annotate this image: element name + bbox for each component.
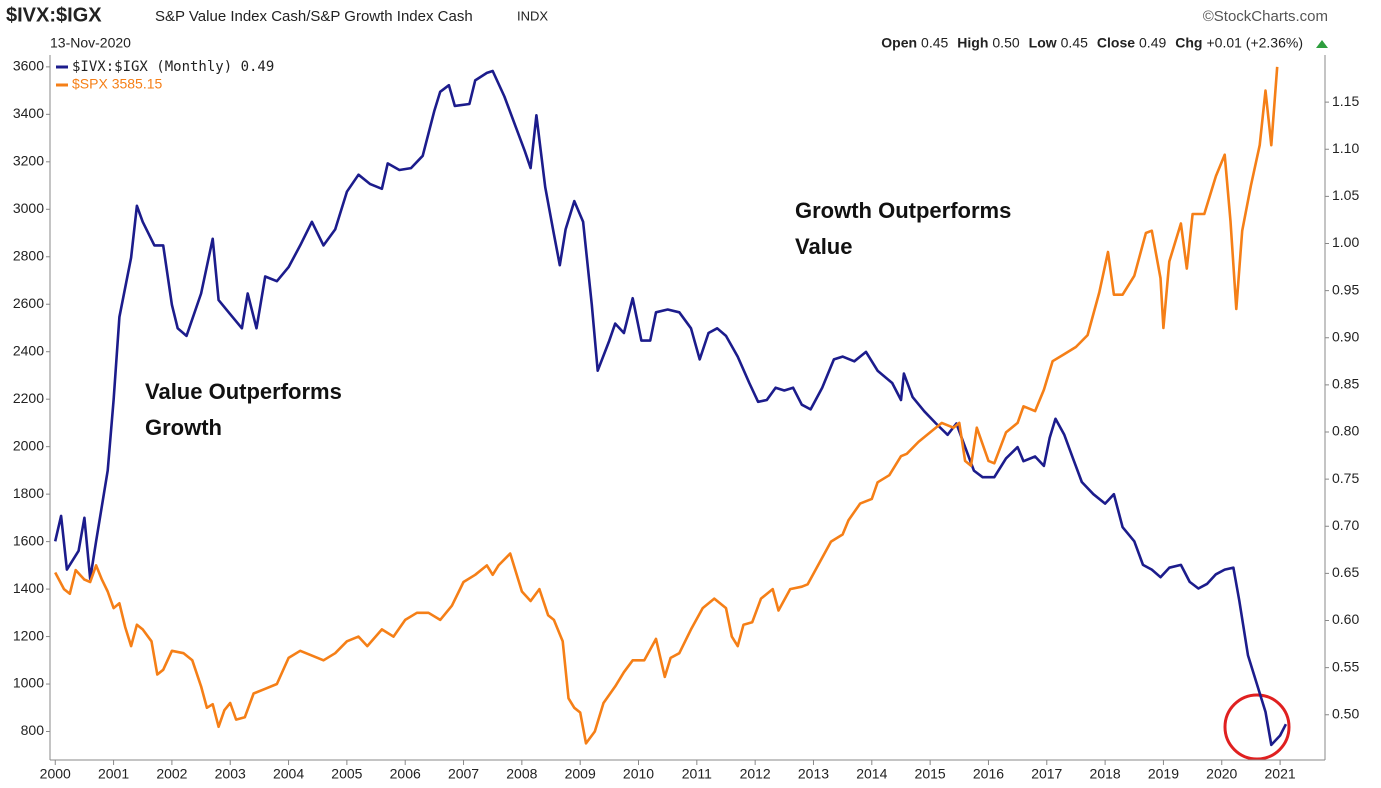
quote-label: Open (881, 35, 917, 51)
y2-tick-label: 1.00 (1332, 234, 1359, 250)
chart-subtitle: S&P Value Index Cash/S&P Growth Index Ca… (155, 8, 473, 25)
y-tick-label: 1200 (13, 627, 44, 643)
y2-tick-label: 0.60 (1332, 611, 1359, 627)
legend-label: $SPX 3585.15 (72, 76, 163, 92)
y-tick-label: 2000 (13, 437, 44, 453)
x-tick-label: 2000 (40, 766, 71, 782)
up-arrow (1316, 40, 1328, 48)
highlight-circle (1223, 693, 1291, 761)
quote-value: 0.45 (1061, 35, 1088, 51)
y-tick-label: 1600 (13, 532, 44, 548)
x-tick-label: 2012 (740, 766, 771, 782)
y-tick-label: 1000 (13, 675, 44, 691)
legend-label: $IVX:$IGX (Monthly) 0.49 (72, 59, 274, 75)
annotation: Growth (145, 415, 222, 440)
exchange: INDX (517, 8, 548, 23)
y2-tick-label: 0.65 (1332, 564, 1359, 580)
quote-label: Low (1029, 35, 1057, 51)
y-tick-label: 800 (21, 722, 45, 738)
x-tick-label: 2005 (331, 766, 362, 782)
quote-label: High (957, 35, 988, 51)
y2-tick-label: 1.05 (1332, 187, 1359, 203)
quote-bar: Open 0.45 High 0.50 Low 0.45 Close 0.49 Chg +0.01… (881, 35, 1303, 51)
y2-tick-label: 0.90 (1332, 328, 1359, 344)
y-tick-label: 1800 (13, 485, 44, 501)
y-tick-label: 2200 (13, 390, 44, 406)
y2-tick-label: 1.15 (1332, 93, 1359, 109)
x-tick-label: 2007 (448, 766, 479, 782)
x-tick-label: 2015 (915, 766, 946, 782)
y-tick-label: 3600 (13, 58, 44, 74)
y-tick-label: 3400 (13, 105, 44, 121)
y-tick-label: 1400 (13, 580, 44, 596)
x-tick-label: 2001 (98, 766, 129, 782)
y2-tick-label: 0.95 (1332, 281, 1359, 297)
y2-tick-label: 0.70 (1332, 517, 1359, 533)
series-line (54, 66, 1279, 745)
quote-value: 0.49 (1139, 35, 1166, 51)
x-tick-label: 2010 (623, 766, 654, 782)
x-tick-label: 2002 (156, 766, 187, 782)
x-tick-label: 2019 (1148, 766, 1179, 782)
date: 13-Nov-2020 (50, 35, 131, 51)
y2-tick-label: 0.50 (1332, 705, 1359, 721)
annotation: Growth Outperforms (795, 198, 1011, 223)
y-tick-label: 2800 (13, 247, 44, 263)
y2-tick-label: 1.10 (1332, 140, 1359, 156)
series-line (53, 69, 1288, 747)
x-tick-label: 2018 (1090, 766, 1121, 782)
chart-title: $IVX:$IGX (6, 4, 102, 26)
quote-label: Chg (1175, 35, 1202, 51)
x-tick-label: 2004 (273, 766, 304, 782)
x-tick-label: 2021 (1265, 766, 1296, 782)
x-tick-label: 2003 (215, 766, 246, 782)
y-tick-label: 3200 (13, 153, 44, 169)
annotation: Value (795, 234, 852, 259)
quote-label: Close (1097, 35, 1135, 51)
x-tick-label: 2008 (506, 766, 537, 782)
x-tick-label: 2020 (1206, 766, 1237, 782)
x-tick-label: 2017 (1031, 766, 1062, 782)
x-tick-label: 2016 (973, 766, 1004, 782)
y2-tick-label: 0.75 (1332, 470, 1359, 486)
annotation: Value Outperforms (145, 379, 342, 404)
y-tick-label: 3000 (13, 200, 44, 216)
quote-value: +0.01 (+2.36%) (1206, 35, 1303, 51)
y-tick-label: 2600 (13, 295, 44, 311)
x-tick-label: 2013 (798, 766, 829, 782)
quote-value: 0.45 (921, 35, 948, 51)
y2-tick-label: 0.85 (1332, 376, 1359, 392)
source: ©StockCharts.com (1203, 8, 1328, 25)
x-tick-label: 2006 (390, 766, 421, 782)
x-tick-label: 2014 (856, 766, 887, 782)
quote-value: 0.50 (992, 35, 1019, 51)
y2-tick-label: 0.80 (1332, 423, 1359, 439)
y-tick-label: 2400 (13, 342, 44, 358)
x-tick-label: 2011 (682, 766, 712, 782)
x-tick-label: 2009 (565, 766, 596, 782)
y2-tick-label: 0.55 (1332, 658, 1359, 674)
